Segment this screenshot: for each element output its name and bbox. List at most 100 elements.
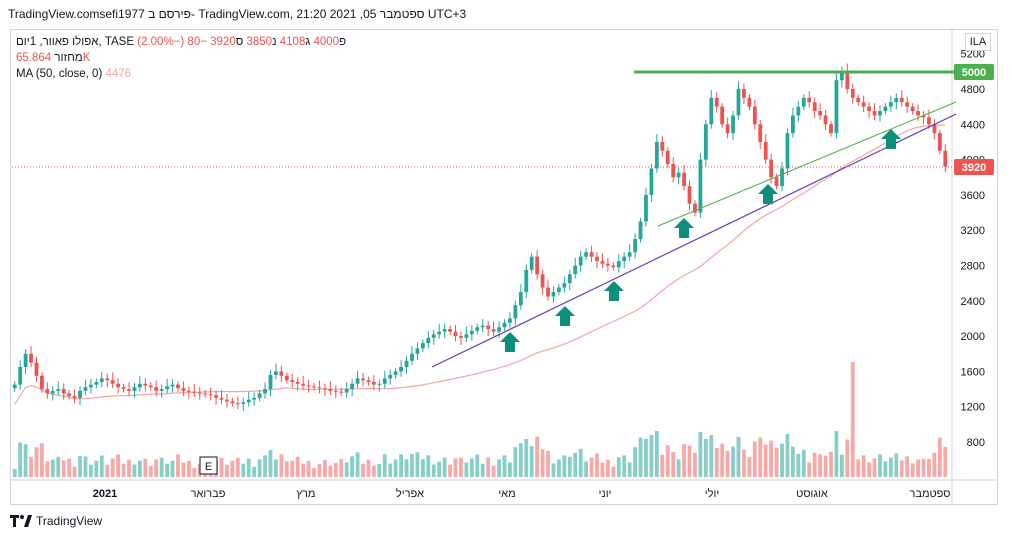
candle[interactable] — [377, 383, 382, 385]
candle[interactable] — [323, 388, 327, 390]
candle[interactable] — [687, 186, 692, 204]
candle[interactable] — [89, 384, 93, 388]
candle[interactable] — [225, 399, 229, 402]
candle[interactable] — [355, 378, 360, 384]
candle[interactable] — [497, 327, 501, 332]
candle[interactable] — [426, 337, 431, 344]
candle[interactable] — [731, 115, 735, 134]
candle[interactable] — [627, 252, 632, 257]
candle[interactable] — [551, 291, 556, 297]
candle[interactable] — [878, 111, 882, 116]
candle[interactable] — [295, 381, 300, 384]
candle[interactable] — [649, 168, 654, 195]
candle[interactable] — [823, 115, 828, 125]
candle[interactable] — [437, 331, 442, 335]
currency-scale-button[interactable]: ILA — [965, 33, 991, 51]
candle[interactable] — [557, 287, 561, 292]
candle[interactable] — [459, 336, 463, 338]
candle[interactable] — [752, 106, 757, 125]
candle[interactable] — [339, 391, 344, 393]
candle[interactable] — [431, 334, 436, 338]
candle[interactable] — [453, 331, 458, 337]
candle[interactable] — [524, 269, 529, 292]
candle[interactable] — [573, 265, 578, 275]
candle[interactable] — [780, 168, 784, 187]
candle[interactable] — [905, 102, 910, 107]
candle[interactable] — [448, 329, 452, 332]
candle[interactable] — [785, 133, 790, 169]
candle[interactable] — [529, 256, 534, 270]
candle[interactable] — [317, 387, 322, 389]
earnings-marker[interactable] — [199, 456, 218, 475]
candle[interactable] — [720, 106, 725, 125]
candle[interactable] — [480, 325, 485, 328]
candle[interactable] — [45, 389, 50, 394]
candle[interactable] — [937, 133, 942, 151]
candle[interactable] — [872, 111, 877, 116]
candle[interactable] — [29, 353, 33, 363]
candle[interactable] — [508, 318, 512, 323]
candle[interactable] — [290, 380, 295, 382]
candle[interactable] — [159, 389, 164, 391]
candle[interactable] — [693, 203, 697, 213]
candle[interactable] — [404, 360, 409, 367]
candle[interactable] — [916, 111, 920, 116]
candle[interactable] — [747, 97, 752, 107]
candle[interactable] — [518, 291, 523, 306]
candle[interactable] — [420, 343, 425, 349]
candle[interactable] — [469, 330, 474, 335]
candle[interactable] — [769, 159, 774, 178]
up-arrow-icon[interactable] — [881, 129, 901, 149]
candle[interactable] — [393, 371, 398, 375]
candle[interactable] — [736, 89, 741, 116]
candle[interactable] — [410, 353, 414, 361]
candle[interactable] — [268, 374, 273, 390]
candle[interactable] — [709, 97, 714, 125]
candle[interactable] — [850, 89, 855, 98]
candle[interactable] — [703, 124, 708, 160]
candle[interactable] — [235, 403, 240, 405]
candle[interactable] — [513, 305, 518, 319]
candle[interactable] — [791, 115, 795, 134]
up-arrow-icon[interactable] — [555, 306, 575, 326]
candle[interactable] — [230, 401, 235, 404]
candle[interactable] — [78, 390, 82, 398]
candle[interactable] — [888, 102, 893, 107]
candle[interactable] — [176, 384, 180, 389]
candle[interactable] — [301, 383, 306, 386]
candle[interactable] — [774, 177, 779, 187]
candle[interactable] — [116, 383, 121, 388]
candle[interactable] — [344, 389, 349, 393]
candle[interactable] — [132, 387, 137, 391]
candle[interactable] — [578, 256, 583, 266]
candle[interactable] — [241, 402, 246, 405]
candle[interactable] — [763, 141, 768, 160]
candle[interactable] — [801, 97, 806, 107]
candle[interactable] — [165, 386, 169, 390]
candle[interactable] — [127, 389, 131, 391]
candle[interactable] — [584, 252, 589, 257]
candle[interactable] — [899, 97, 904, 103]
candle[interactable] — [562, 283, 567, 288]
candle[interactable] — [633, 239, 637, 253]
candle[interactable] — [72, 396, 77, 398]
candle[interactable] — [616, 261, 621, 268]
candle[interactable] — [274, 371, 278, 375]
candle[interactable] — [181, 388, 186, 391]
candle[interactable] — [921, 115, 926, 118]
candle[interactable] — [682, 172, 686, 187]
candle[interactable] — [214, 395, 218, 398]
candle[interactable] — [742, 89, 746, 98]
candle[interactable] — [154, 387, 159, 391]
candle[interactable] — [845, 71, 850, 89]
candle[interactable] — [312, 386, 316, 388]
candle[interactable] — [910, 106, 915, 112]
candle[interactable] — [23, 353, 28, 367]
candle[interactable] — [121, 387, 126, 390]
candle[interactable] — [927, 117, 931, 125]
candle[interactable] — [415, 348, 420, 354]
candle[interactable] — [605, 263, 610, 266]
candle[interactable] — [486, 325, 491, 330]
candle[interactable] — [83, 387, 88, 391]
